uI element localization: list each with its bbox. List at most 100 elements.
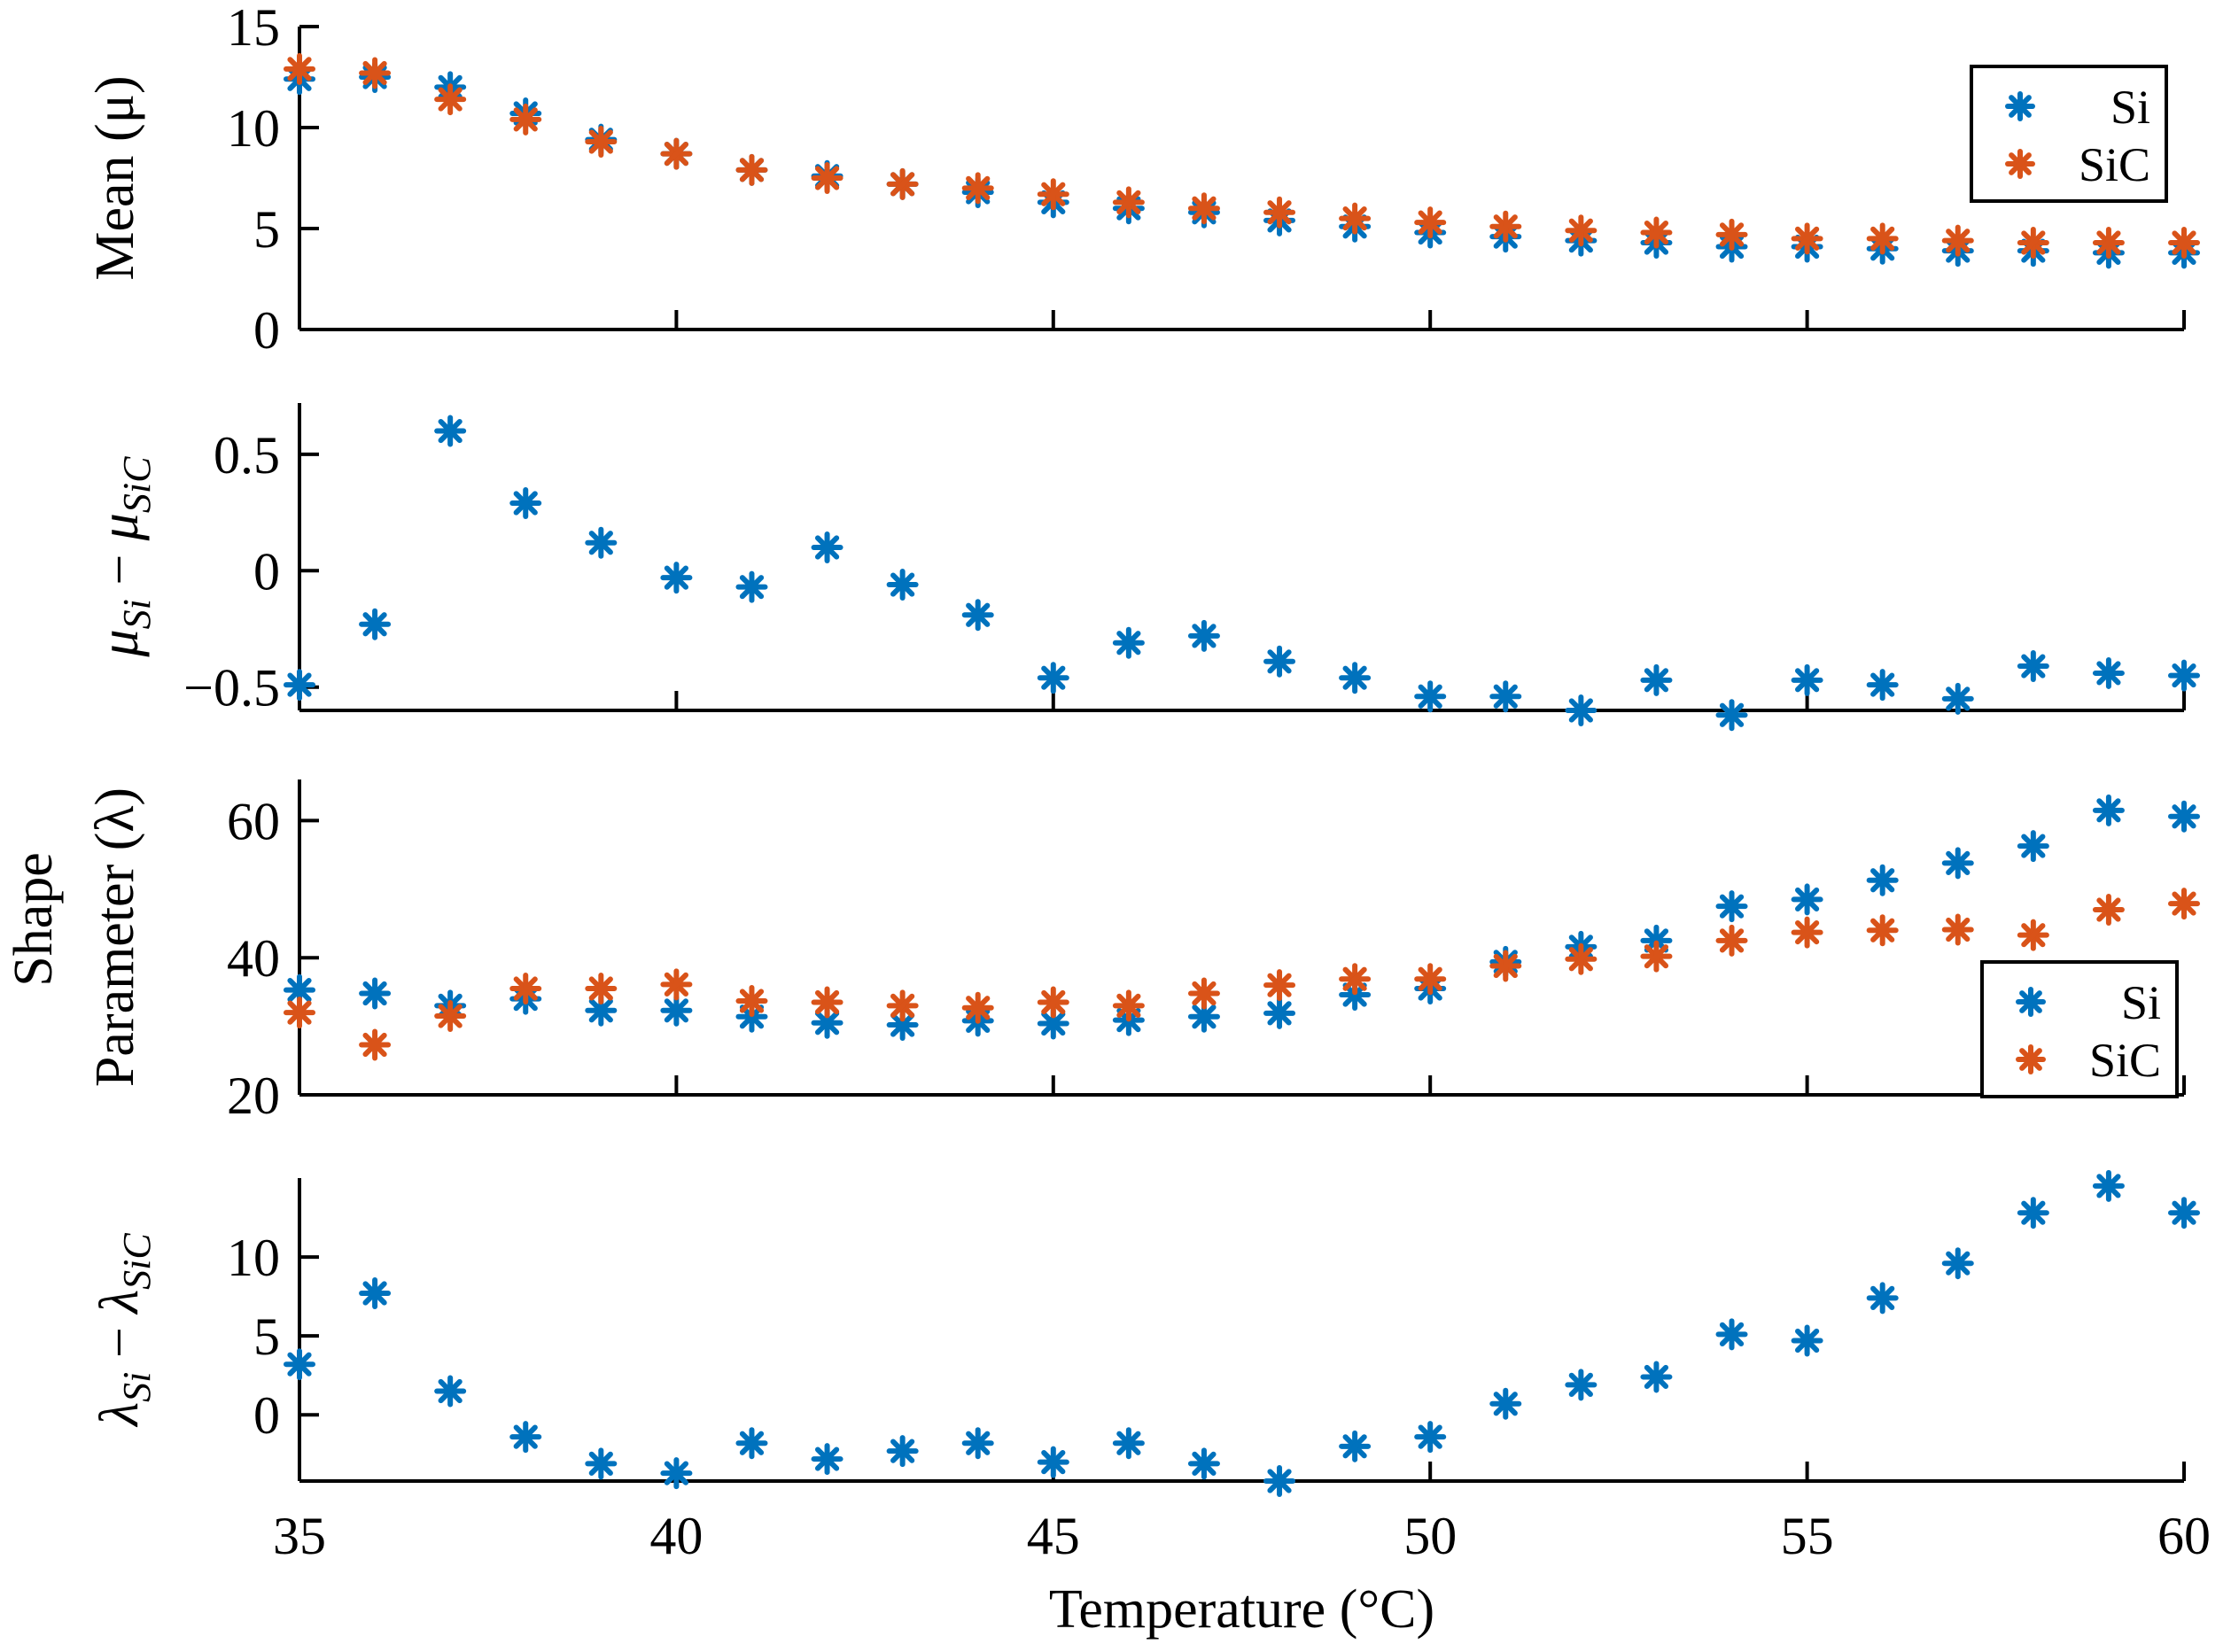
data-point-si [1414, 680, 1447, 713]
data-point-si [1112, 626, 1145, 659]
legend-marker-sic [2005, 149, 2035, 179]
data-point-si [1263, 997, 1296, 1029]
y-tick-label: 5 [253, 200, 280, 259]
x-tick-label: 55 [1781, 1507, 1834, 1565]
data-point-sic [1640, 216, 1673, 249]
data-point-si [1263, 1465, 1296, 1497]
panel-mean-diff: −0.5 0 0.5 μSi − μSiC [89, 403, 2200, 732]
data-point-si [2168, 800, 2200, 833]
legend-box [1970, 65, 2168, 203]
data-point-sic [434, 1000, 467, 1032]
data-point-sic [1489, 210, 1522, 243]
y-tick-label: 40 [227, 929, 280, 988]
y-tick-label: −0.5 [183, 659, 280, 717]
data-point-sic [660, 968, 693, 1001]
legend-box [1980, 960, 2179, 1098]
data-point-si [1715, 699, 1748, 732]
x-tick-label: 50 [1403, 1507, 1457, 1565]
legend-label-sic: SiC [2089, 1034, 2161, 1087]
data-point-sic [1715, 924, 1748, 957]
legend-marker-si [2005, 91, 2035, 121]
data-point-sic [585, 973, 618, 1005]
data-point-si [1941, 682, 1974, 715]
data-point-si [1791, 1324, 1823, 1357]
y-tick-label: 0 [253, 1386, 280, 1445]
legend-marker-sic [2016, 1044, 2046, 1074]
data-point-si [434, 415, 467, 447]
data-point-si [359, 1277, 392, 1310]
y-tick-label: 0.5 [214, 426, 280, 485]
data-point-si [1941, 1247, 1974, 1280]
data-point-sic [660, 137, 693, 170]
data-point-si [1715, 890, 1748, 923]
series-si [284, 1169, 2200, 1497]
data-point-sic [1791, 916, 1823, 949]
data-point-si [1187, 619, 1220, 652]
x-tick-label: 35 [273, 1507, 326, 1565]
data-point-si [1037, 1446, 1069, 1478]
data-point-sic [284, 52, 315, 85]
x-tick-label: 60 [2157, 1507, 2211, 1565]
y-tick-label: 15 [227, 0, 280, 57]
series-si [284, 794, 2200, 1042]
data-point-si [1715, 1318, 1748, 1351]
svg-text:λSi − λSiC: λSi − λSiC [89, 1233, 159, 1428]
data-point-sic [1941, 224, 1974, 257]
data-point-si [2017, 1197, 2049, 1229]
legend-label-si: Si [2111, 81, 2150, 134]
data-point-sic [1791, 222, 1823, 255]
data-point-si [585, 1447, 618, 1480]
data-point-sic [2168, 888, 2200, 920]
series-si [284, 61, 2200, 269]
data-point-sic [1489, 950, 1522, 982]
data-point-si [961, 1427, 994, 1460]
data-point-si [434, 1375, 467, 1408]
x-tick-label: 45 [1027, 1507, 1080, 1565]
data-point-sic [359, 1028, 392, 1061]
series-sic [284, 52, 2200, 259]
data-point-sic [1866, 914, 1899, 947]
data-point-si [2017, 830, 2049, 863]
y-tick-label: 60 [227, 792, 280, 850]
data-point-sic [1715, 218, 1748, 251]
y-tick-label: 5 [253, 1307, 280, 1366]
x-axis-title: Temperature (°C) [1049, 1579, 1434, 1640]
data-point-sic [1263, 196, 1296, 229]
data-point-si [1941, 847, 1974, 880]
panel-shape-diff: 0 5 10 λSi − λSiC 35 40 45 50 55 60 Temperature (°… [89, 1169, 2211, 1640]
y-tick-label: 0 [253, 542, 280, 601]
data-point-si [284, 1348, 315, 1381]
data-point-sic [1414, 963, 1447, 996]
y-tick-label: 10 [227, 99, 280, 158]
data-point-si [1565, 694, 1597, 726]
y-axis-title-line1: Shape [4, 852, 64, 987]
legend-label-sic: SiC [2079, 138, 2150, 191]
data-point-sic [961, 991, 994, 1024]
x-tick-label: 40 [649, 1507, 703, 1565]
series-sic [284, 888, 2200, 1061]
y-tick-label: 10 [227, 1229, 280, 1287]
data-point-si [2168, 659, 2200, 692]
data-point-si [509, 487, 542, 520]
data-point-sic [2092, 894, 2125, 927]
data-point-sic [1866, 222, 1899, 255]
data-point-sic [1339, 202, 1372, 235]
data-point-sic [735, 153, 768, 186]
data-point-sic [1339, 963, 1372, 996]
data-point-sic [1414, 206, 1447, 239]
data-point-si [1640, 1361, 1673, 1393]
data-point-sic [735, 984, 768, 1017]
data-point-si [886, 569, 919, 601]
data-point-si [961, 599, 994, 632]
y-axis-title-line2: Parameter (λ) [85, 787, 145, 1087]
data-point-si [735, 1427, 768, 1460]
data-point-si [1112, 1427, 1145, 1460]
data-point-si [2092, 1169, 2125, 1202]
data-point-sic [1112, 186, 1145, 219]
legend-marker-si [2016, 987, 2046, 1017]
data-point-sic [2168, 226, 2200, 259]
